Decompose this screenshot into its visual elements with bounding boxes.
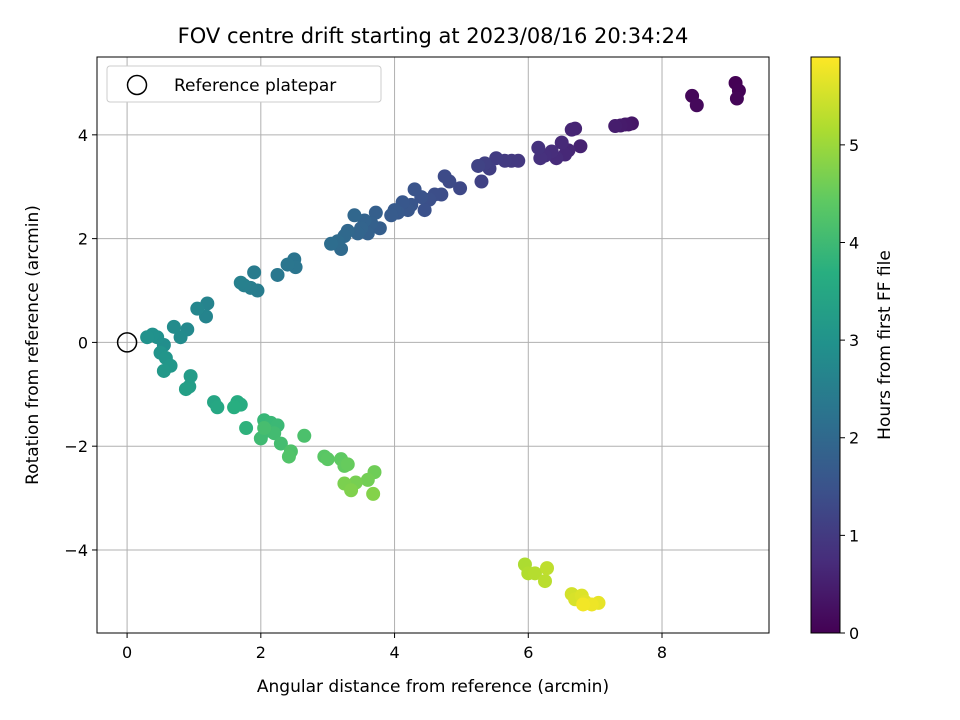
data-point [324, 236, 339, 251]
chart-title: FOV centre drift starting at 2023/08/16 … [178, 24, 689, 48]
x-tick-label: 8 [657, 643, 667, 662]
data-point [227, 400, 242, 415]
colorbar-gradient [810, 56, 841, 634]
colorbar-tick-label: 2 [849, 429, 859, 448]
data-point [347, 208, 362, 223]
data-point [140, 330, 155, 345]
data-point [533, 151, 548, 166]
legend-marker-icon [126, 74, 148, 96]
colorbar-tick-label: 1 [849, 526, 859, 545]
x-tick-label: 2 [256, 643, 266, 662]
data-point [247, 265, 262, 280]
data-point [366, 486, 381, 501]
legend: Reference platepar [106, 65, 382, 103]
data-point [474, 174, 489, 189]
legend-label: Reference platepar [174, 76, 336, 96]
data-point [453, 181, 468, 196]
colorbar-tick-label: 3 [849, 331, 859, 350]
data-point [270, 267, 285, 282]
data-point [576, 597, 591, 612]
colorbar-tick-label: 5 [849, 136, 859, 155]
data-point [210, 400, 225, 415]
colorbar-ticks: 0 1 2 3 4 5 [840, 136, 859, 643]
y-tick-label: 2 [78, 230, 88, 249]
data-point [280, 257, 295, 272]
y-axis-ticks: −4 −2 0 2 4 [64, 126, 97, 560]
plot-frame [96, 56, 770, 634]
data-point [407, 182, 422, 197]
colorbar-label: Hours from first FF file [875, 250, 895, 440]
data-point [156, 363, 171, 378]
data-point [297, 428, 312, 443]
data-point [384, 208, 399, 223]
data-points [140, 75, 746, 612]
x-axis-label: Angular distance from reference (arcmin) [257, 677, 609, 697]
reference-platepar-marker [116, 332, 138, 353]
data-point [173, 330, 188, 345]
data-point [178, 382, 193, 397]
x-axis-ticks: 0 2 4 6 8 [122, 633, 667, 662]
data-point [320, 452, 335, 467]
y-tick-label: 0 [78, 333, 88, 352]
data-point [531, 140, 546, 155]
data-point [257, 421, 272, 436]
data-point [527, 566, 542, 581]
y-tick-label: −4 [64, 541, 88, 560]
data-point [554, 135, 569, 150]
data-point [608, 119, 623, 134]
colorbar: 0 1 2 3 4 5 Hours from first FF file [810, 56, 895, 643]
data-point [273, 436, 288, 451]
data-point [471, 158, 486, 173]
data-point [689, 98, 704, 113]
y-tick-label: −2 [64, 437, 88, 456]
y-axis-label: Rotation from reference (arcmin) [23, 205, 43, 485]
data-point [729, 91, 744, 106]
data-point [239, 421, 254, 436]
legend-box [106, 65, 382, 103]
data-point [489, 151, 504, 166]
data-point [360, 472, 375, 487]
data-point [233, 275, 248, 290]
grid [97, 57, 769, 633]
x-tick-label: 6 [523, 643, 533, 662]
data-point [340, 457, 355, 472]
data-point [538, 574, 552, 589]
data-point [166, 319, 181, 334]
data-point [573, 139, 588, 154]
colorbar-tick-label: 4 [849, 233, 859, 252]
x-tick-label: 4 [389, 643, 399, 662]
y-tick-label: 4 [78, 126, 88, 145]
data-point [183, 369, 198, 384]
data-point [417, 203, 432, 218]
data-point [540, 561, 555, 576]
data-point [190, 301, 205, 316]
data-point [564, 122, 579, 137]
data-point [344, 483, 359, 498]
data-point [281, 449, 296, 464]
colorbar-tick-label: 0 [849, 624, 859, 643]
x-tick-label: 0 [122, 643, 132, 662]
data-point [437, 169, 452, 184]
